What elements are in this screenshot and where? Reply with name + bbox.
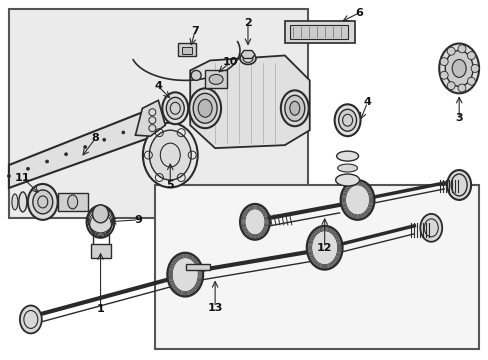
- Text: 1: 1: [97, 305, 104, 315]
- Bar: [205, 71, 226, 88]
- Circle shape: [447, 82, 454, 90]
- Text: 7: 7: [191, 26, 199, 36]
- Circle shape: [26, 167, 29, 170]
- Ellipse shape: [20, 306, 41, 333]
- Circle shape: [7, 175, 10, 177]
- Text: 5: 5: [166, 180, 174, 190]
- Circle shape: [457, 84, 465, 92]
- Text: 13: 13: [207, 302, 223, 312]
- Circle shape: [439, 71, 447, 79]
- Ellipse shape: [337, 164, 357, 172]
- Ellipse shape: [335, 174, 359, 186]
- Ellipse shape: [166, 97, 184, 119]
- Circle shape: [439, 58, 447, 66]
- Ellipse shape: [189, 88, 221, 128]
- Bar: [178, 42, 196, 57]
- Bar: [186, 264, 210, 270]
- Ellipse shape: [451, 59, 465, 77]
- Ellipse shape: [306, 226, 342, 270]
- Circle shape: [470, 64, 478, 72]
- Circle shape: [467, 51, 474, 60]
- Circle shape: [45, 160, 48, 163]
- Circle shape: [447, 47, 454, 55]
- Bar: [58, 193, 87, 211]
- Ellipse shape: [420, 214, 441, 242]
- Ellipse shape: [162, 92, 188, 124]
- Circle shape: [191, 71, 201, 80]
- Ellipse shape: [444, 50, 472, 86]
- Circle shape: [64, 153, 67, 156]
- Circle shape: [457, 45, 465, 53]
- Text: 9: 9: [134, 215, 142, 225]
- Ellipse shape: [338, 109, 356, 131]
- Ellipse shape: [198, 99, 212, 117]
- Bar: [289, 24, 347, 39]
- Ellipse shape: [209, 75, 223, 84]
- Bar: [155, 185, 478, 349]
- Circle shape: [467, 77, 474, 85]
- Polygon shape: [241, 50, 254, 58]
- Text: 3: 3: [454, 113, 462, 123]
- Bar: [9, 9, 307, 218]
- Text: 8: 8: [92, 133, 99, 143]
- Ellipse shape: [240, 53, 255, 64]
- Ellipse shape: [240, 204, 269, 240]
- Ellipse shape: [167, 253, 203, 297]
- Ellipse shape: [86, 206, 114, 238]
- Circle shape: [83, 145, 86, 148]
- Ellipse shape: [19, 192, 27, 212]
- Text: 10: 10: [222, 58, 237, 67]
- Polygon shape: [190, 55, 309, 148]
- Polygon shape: [135, 100, 165, 136]
- Ellipse shape: [193, 93, 217, 123]
- Ellipse shape: [33, 190, 53, 214]
- Ellipse shape: [28, 184, 58, 220]
- Ellipse shape: [447, 170, 470, 200]
- Text: 2: 2: [244, 18, 251, 28]
- Text: 4: 4: [154, 81, 162, 91]
- Bar: [182, 46, 192, 54]
- Text: 6: 6: [355, 8, 363, 18]
- Ellipse shape: [67, 195, 78, 209]
- Ellipse shape: [336, 151, 358, 161]
- Ellipse shape: [12, 194, 18, 210]
- Circle shape: [141, 124, 143, 127]
- Ellipse shape: [149, 130, 191, 180]
- Ellipse shape: [340, 180, 374, 220]
- Ellipse shape: [285, 95, 304, 121]
- Circle shape: [122, 131, 124, 134]
- Text: 11: 11: [15, 173, 31, 183]
- Circle shape: [102, 138, 105, 141]
- Bar: [285, 21, 354, 42]
- Text: 12: 12: [316, 243, 332, 253]
- Ellipse shape: [142, 123, 197, 188]
- Bar: [90, 244, 110, 258]
- Polygon shape: [9, 112, 148, 188]
- Ellipse shape: [334, 104, 360, 136]
- Ellipse shape: [289, 101, 299, 115]
- Ellipse shape: [280, 90, 308, 126]
- Text: 4: 4: [363, 97, 371, 107]
- Ellipse shape: [438, 44, 478, 93]
- Ellipse shape: [92, 205, 108, 223]
